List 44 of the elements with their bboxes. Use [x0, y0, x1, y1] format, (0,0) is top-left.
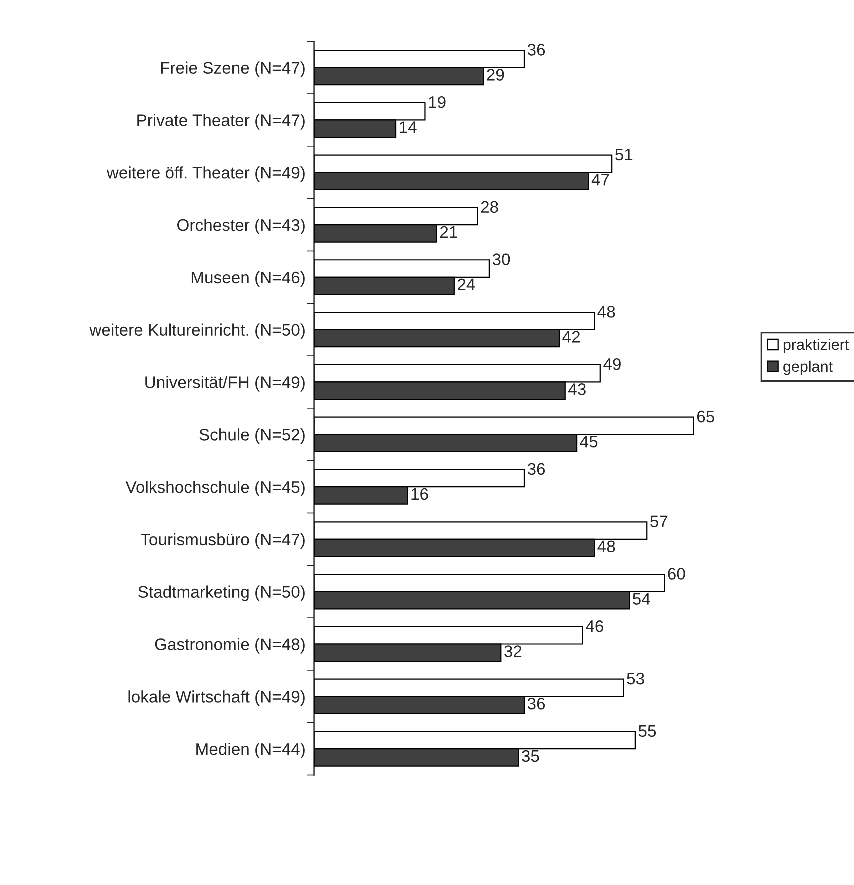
y-tick-label: Orchester (N=43) — [178, 218, 305, 234]
y-tick-label: Stadtmarketing (N=50) — [138, 586, 305, 602]
y-tick-label: Volkshochschule (N=45) — [126, 480, 305, 497]
data-label: 35 — [522, 750, 540, 762]
data-label: 54 — [633, 593, 650, 605]
data-label: 55 — [638, 725, 656, 738]
y-tick-label: Museen (N=46) — [192, 271, 305, 287]
y-tick-label: Gastronomie (N=48) — [155, 638, 305, 654]
y-tick-label: weitere Kultureinricht. (N=50) — [90, 324, 305, 340]
y-tick-label: Tourismusbüro (N=47) — [140, 533, 305, 549]
y-tick-label: Universität/FH (N=49) — [146, 376, 305, 392]
y-tick-label: weitere öff. Theater (N=49) — [106, 166, 305, 182]
data-label: 49 — [604, 358, 621, 370]
data-label: 28 — [481, 201, 498, 214]
data-label: 21 — [440, 226, 458, 238]
data-label: 36 — [528, 44, 546, 56]
data-label: 16 — [412, 488, 428, 500]
data-label: 46 — [586, 620, 604, 632]
data-label: 45 — [580, 436, 598, 448]
data-label: 43 — [568, 384, 586, 396]
data-label: 29 — [487, 69, 504, 81]
data-label: 36 — [528, 698, 546, 710]
data-label: 30 — [492, 254, 510, 266]
data-label: 32 — [504, 646, 522, 658]
data-label: 51 — [616, 149, 633, 161]
data-label: 36 — [528, 463, 546, 476]
data-label: 48 — [598, 306, 616, 318]
y-tick-label: Freie Szene (N=47) — [161, 62, 305, 78]
data-label: 53 — [627, 672, 644, 685]
y-tick-label: Schule (N=52) — [200, 428, 305, 444]
data-label: 48 — [598, 540, 616, 553]
data-label: 47 — [592, 174, 610, 186]
y-tick-label: Medien (N=44) — [196, 743, 305, 759]
data-label: 60 — [668, 568, 686, 580]
data-label: 42 — [562, 331, 580, 343]
y-tick-label: lokale Wirtschaft (N=49) — [128, 690, 305, 706]
data-label: 57 — [650, 516, 668, 528]
data-label: 19 — [429, 96, 446, 108]
legend-label: praktiziert — [784, 339, 850, 354]
legend-label: geplant — [784, 360, 833, 376]
data-label: 14 — [400, 122, 417, 134]
data-label: 24 — [458, 278, 476, 290]
data-label: 65 — [697, 410, 714, 423]
y-tick-label: Private Theater (N=47) — [138, 114, 305, 130]
